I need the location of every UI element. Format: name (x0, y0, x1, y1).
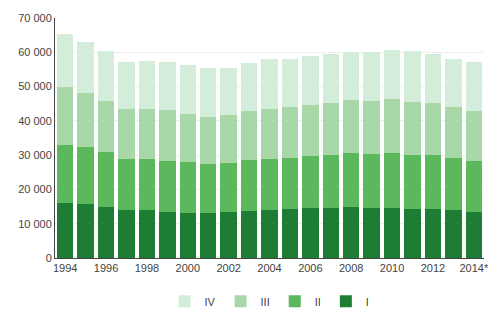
svg-text:2014*: 2014* (459, 262, 488, 274)
svg-text:I: I (366, 296, 369, 308)
svg-text:III: III (261, 296, 270, 308)
svg-text:40 000: 40 000 (18, 115, 52, 127)
svg-text:2002: 2002 (216, 262, 240, 274)
svg-text:2010: 2010 (380, 262, 404, 274)
svg-text:2004: 2004 (257, 262, 281, 274)
svg-text:60 000: 60 000 (18, 46, 52, 58)
svg-text:1994: 1994 (53, 262, 77, 274)
svg-text:70 000: 70 000 (18, 12, 52, 24)
svg-text:50 000: 50 000 (18, 80, 52, 92)
svg-text:30 000: 30 000 (18, 149, 52, 161)
svg-text:2008: 2008 (339, 262, 363, 274)
svg-text:20 000: 20 000 (18, 183, 52, 195)
svg-text:0: 0 (46, 252, 52, 264)
svg-text:1996: 1996 (94, 262, 118, 274)
svg-text:IV: IV (205, 296, 216, 308)
svg-text:2000: 2000 (176, 262, 200, 274)
svg-text:1998: 1998 (135, 262, 159, 274)
svg-text:2006: 2006 (298, 262, 322, 274)
svg-text:2012: 2012 (421, 262, 445, 274)
svg-text:10 000: 10 000 (18, 218, 52, 230)
svg-text:II: II (315, 296, 321, 308)
